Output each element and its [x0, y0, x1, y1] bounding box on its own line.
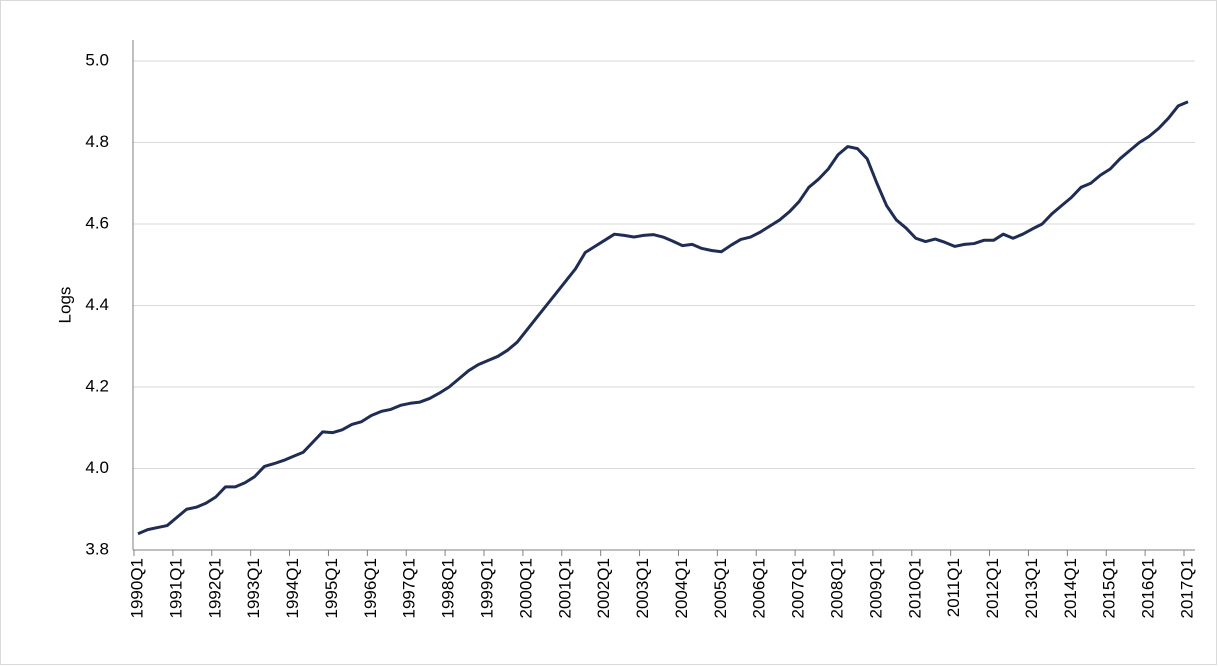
x-tick-label: 2009Q1	[866, 558, 885, 619]
y-tick-label: 4.6	[85, 213, 109, 232]
x-tick-label: 2011Q1	[944, 558, 963, 617]
x-tick-label: 1999Q1	[477, 558, 496, 619]
x-tick-label: 2017Q1	[1177, 558, 1196, 619]
x-tick-label: 2004Q1	[672, 558, 691, 619]
y-tick-label: 4.0	[85, 458, 109, 477]
x-tick-label: 1992Q1	[205, 558, 224, 619]
x-tick-label: 2000Q1	[516, 558, 535, 619]
x-tick-label: 2014Q1	[1061, 558, 1080, 619]
x-tick-label: 2015Q1	[1100, 558, 1119, 619]
x-tick-label: 2016Q1	[1139, 558, 1158, 619]
x-tick-label: 1995Q1	[322, 558, 341, 619]
x-tick-label: 2006Q1	[750, 558, 769, 619]
y-tick-label: 4.4	[85, 295, 109, 314]
y-tick-label: 4.8	[85, 132, 109, 151]
y-axis-label: Logs	[55, 287, 74, 324]
x-tick-label: 2008Q1	[827, 558, 846, 619]
x-tick-label: 1993Q1	[244, 558, 263, 619]
line-series	[137, 100, 1189, 536]
x-tick-label: 2005Q1	[711, 558, 730, 619]
x-tick-label: 1990Q1	[127, 558, 146, 619]
x-tick-label: 1996Q1	[361, 558, 380, 619]
x-tick-label: 2010Q1	[905, 558, 924, 619]
x-tick-label: 2003Q1	[633, 558, 652, 619]
x-tick-label: 2001Q1	[555, 558, 574, 619]
y-tick-label: 3.8	[85, 539, 109, 558]
x-tick-label: 2012Q1	[983, 558, 1002, 619]
x-tick-label: 1997Q1	[400, 558, 419, 619]
x-tick-label: 1994Q1	[283, 558, 302, 619]
x-tick-label: 1991Q1	[166, 558, 185, 619]
x-tick-label: 1998Q1	[439, 558, 458, 619]
y-tick-label: 4.2	[85, 376, 109, 395]
x-tick-label: 2007Q1	[789, 558, 808, 619]
x-tick-label: 2013Q1	[1022, 558, 1041, 619]
y-tick-label: 5.0	[85, 50, 109, 69]
x-tick-label: 2002Q1	[594, 558, 613, 619]
